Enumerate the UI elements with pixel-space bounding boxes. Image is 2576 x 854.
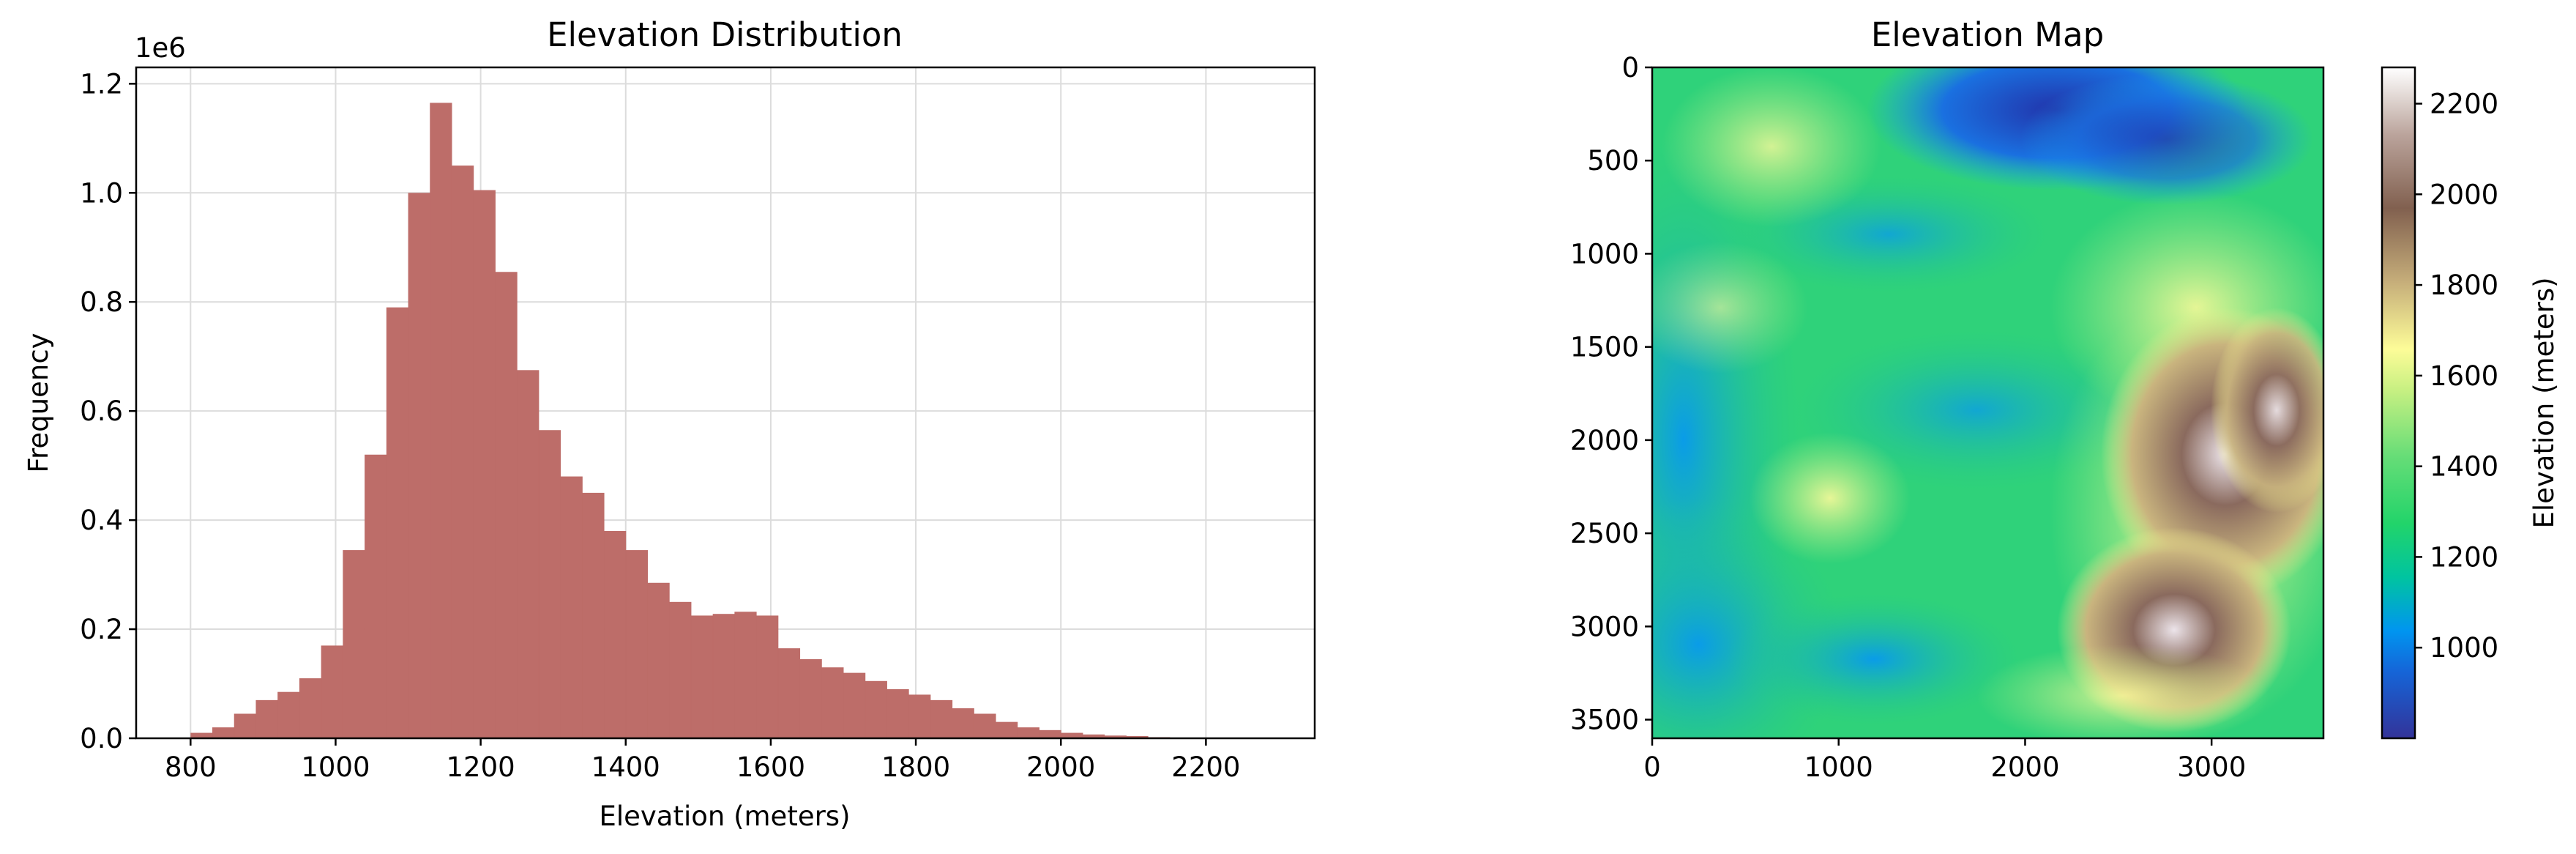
histogram-bar <box>1017 727 1040 738</box>
histogram-bar <box>343 550 365 738</box>
map-y-tick-label: 0 <box>1621 52 1639 83</box>
histogram-y-tick-label: 1.2 <box>80 68 123 100</box>
map-y-ticks: 0 500 1000 1500 2000 2500 3000 3500 <box>1570 52 1652 736</box>
map-y-tick-label: 3000 <box>1570 611 1639 642</box>
histogram-x-tick-label: 1600 <box>736 751 805 783</box>
histogram-y-tick-label: 1.0 <box>80 177 123 209</box>
map-x-tick-label: 2000 <box>1990 751 2059 783</box>
map-x-tick-label: 0 <box>1643 751 1661 783</box>
histogram-bar <box>495 272 518 738</box>
histogram-bar <box>538 430 561 738</box>
histogram-x-axis-label: Elevation (meters) <box>599 801 850 832</box>
histogram-bar <box>582 492 605 738</box>
histogram-bar <box>234 713 256 738</box>
histogram-y-offset-label: 1e6 <box>135 32 186 64</box>
colorbar-gradient <box>2381 66 2416 740</box>
histogram-bar <box>908 694 931 738</box>
histogram-y-tick-label: 0.2 <box>80 614 123 645</box>
histogram-bar <box>821 667 844 738</box>
histogram-bar <box>712 614 735 738</box>
map-x-ticks: 0 1000 2000 3000 <box>1643 738 2246 783</box>
colorbar-ticks: 1000 1200 1400 1600 1800 2000 2200 <box>2415 89 2498 664</box>
histogram-bar <box>886 688 909 738</box>
histogram-bar <box>365 454 387 738</box>
map-title: Elevation Map <box>1871 15 2104 54</box>
histogram-bar <box>952 708 974 738</box>
histogram-bar <box>1104 735 1127 738</box>
colorbar-tick-label: 2200 <box>2430 89 2498 120</box>
colorbar-label: Elevation (meters) <box>2528 277 2560 528</box>
histogram-bar <box>212 727 235 738</box>
histogram-bar <box>277 691 300 738</box>
histogram-bar <box>430 103 452 739</box>
histogram-bar <box>1061 732 1083 738</box>
histogram-y-tick-label: 0.0 <box>80 723 123 754</box>
histogram-y-tick-label: 0.4 <box>80 505 123 536</box>
histogram-bar <box>517 370 540 738</box>
histogram-bar <box>756 615 779 738</box>
map-y-tick-label: 2500 <box>1570 518 1639 549</box>
histogram-bar <box>560 476 583 738</box>
histogram-bar <box>299 678 322 738</box>
map-y-tick-label: 1000 <box>1570 238 1639 270</box>
histogram-axes-frame <box>135 66 1316 740</box>
histogram-title: Elevation Distribution <box>547 15 903 54</box>
histogram-bar <box>799 659 822 738</box>
map-y-tick-label: 2000 <box>1570 425 1639 456</box>
histogram-bar <box>255 699 278 738</box>
histogram-bar <box>408 193 430 738</box>
histogram-bar <box>647 582 670 738</box>
map-axes-frame <box>1651 66 2325 740</box>
map-y-tick-label: 1500 <box>1570 332 1639 363</box>
colorbar-tick-label: 1800 <box>2430 270 2498 301</box>
histogram-y-tick-label: 0.6 <box>80 396 123 427</box>
histogram-x-tick-label: 1000 <box>301 751 370 783</box>
histogram-bar <box>386 307 409 738</box>
histogram-bar <box>321 645 343 738</box>
histogram-bar <box>604 531 627 738</box>
colorbar-tick-label: 1600 <box>2430 360 2498 392</box>
colorbar-tick-label: 2000 <box>2430 179 2498 210</box>
histogram-bar <box>669 601 692 738</box>
histogram-bars <box>190 103 1192 739</box>
map-x-tick-label: 1000 <box>1804 751 1873 783</box>
histogram-y-tick-label: 0.8 <box>80 286 123 318</box>
histogram-y-ticks: 0.0 0.2 0.4 0.6 0.8 1.0 1.2 <box>80 68 136 754</box>
histogram-bar <box>843 672 866 738</box>
histogram-bar <box>930 699 953 738</box>
histogram-bar <box>451 166 474 739</box>
histogram-y-axis-label: Frequency <box>23 333 54 472</box>
histogram-bar <box>190 732 213 738</box>
histogram-bar <box>1126 736 1149 738</box>
histogram-x-ticks: 800 1000 1200 1400 1600 1800 2000 2200 <box>165 738 1240 783</box>
histogram-x-tick-label: 2000 <box>1026 751 1095 783</box>
histogram-x-tick-label: 1400 <box>591 751 660 783</box>
histogram-grid <box>136 67 1315 739</box>
colorbar-tick-label: 1400 <box>2430 451 2498 483</box>
histogram-bar <box>473 190 496 738</box>
colorbar-tick-label: 1000 <box>2430 632 2498 664</box>
histogram-bar <box>996 721 1018 738</box>
histogram-bar <box>625 550 648 738</box>
colorbar: 1000 1200 1400 1600 1800 2000 2200 Elevation (… <box>2381 66 2560 740</box>
histogram-x-tick-label: 1200 <box>447 751 515 783</box>
histogram-bar <box>865 680 887 738</box>
elevation-map-image <box>1652 67 2323 738</box>
map-y-tick-label: 500 <box>1587 145 1639 177</box>
histogram-panel: Elevation Distribution 800 1000 1200 1400 16… <box>23 15 1316 832</box>
elevation-map-panel: Elevation Map 0 1000 2000 3000 0 <box>1570 15 2560 783</box>
histogram-x-tick-label: 1800 <box>881 751 950 783</box>
map-x-tick-label: 3000 <box>2177 751 2246 783</box>
map-y-tick-label: 3500 <box>1570 705 1639 736</box>
colorbar-tick-label: 1200 <box>2430 541 2498 573</box>
histogram-bar <box>1039 729 1061 738</box>
histogram-x-tick-label: 800 <box>165 751 217 783</box>
histogram-bar <box>690 615 714 738</box>
histogram-x-tick-label: 2200 <box>1171 751 1240 783</box>
histogram-bar <box>974 713 996 738</box>
histogram-bar <box>1082 734 1105 738</box>
histogram-bar <box>734 612 757 738</box>
histogram-bar <box>777 648 801 738</box>
